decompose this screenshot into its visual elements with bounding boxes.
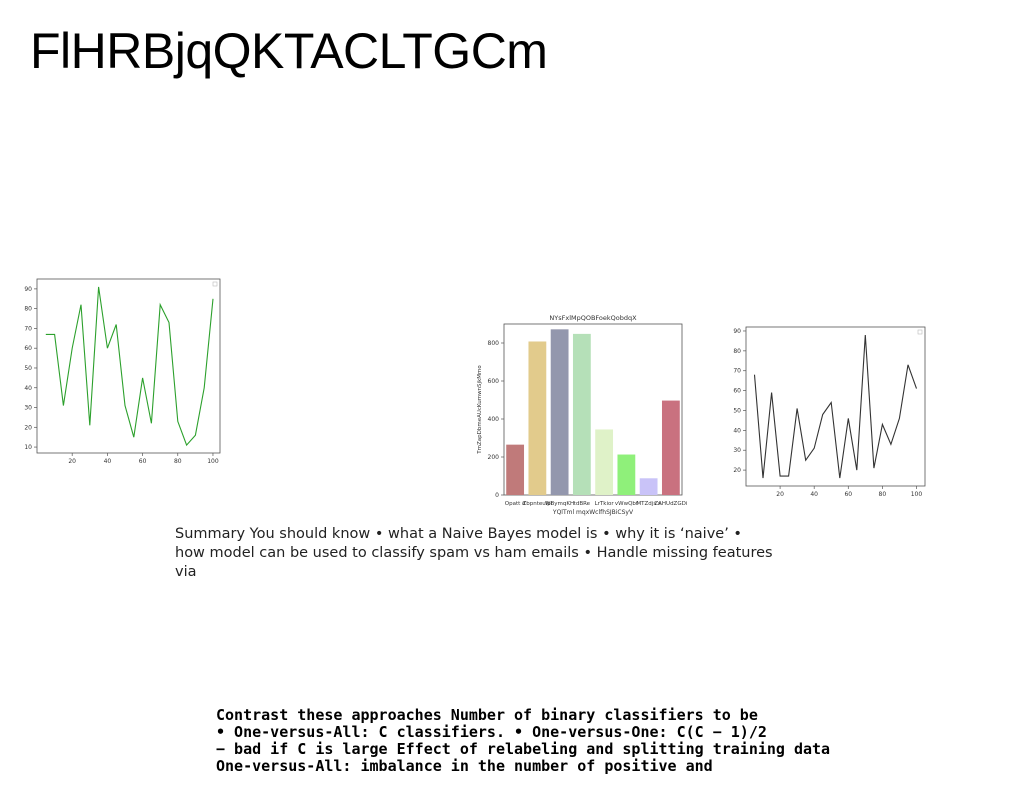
legend-box: [917, 329, 923, 335]
plot-frame: [745, 326, 926, 487]
x-tick-label: 40: [104, 458, 112, 465]
x-tick-label: vWwQbf: [615, 501, 639, 507]
x-tick-label: Opatt d: [505, 501, 526, 507]
x-tick-label: 80: [879, 491, 887, 498]
y-tick-label: 30: [24, 405, 32, 412]
y-tick-label: 90: [733, 328, 741, 335]
contrast-line: Contrast these approaches Number of bina…: [216, 706, 758, 724]
bar: [661, 400, 680, 495]
y-tick-label: 200: [488, 454, 500, 461]
y-axis-label: TmZapDbmeAUcKumwnSjkMmo: [477, 365, 483, 455]
bar: [506, 444, 525, 495]
legend-box: [212, 281, 218, 287]
y-tick-label: 40: [733, 427, 741, 434]
x-axis-label: YQlTml mqxWclfhSJBiCSyV: [552, 509, 634, 516]
bar: [617, 454, 636, 495]
y-tick-label: 40: [24, 385, 32, 392]
y-tick-label: 30: [733, 447, 741, 454]
series-line: [753, 334, 918, 479]
bar: [572, 333, 591, 495]
contrast-line: • One-versus-All: C classifiers. • One-v…: [216, 723, 767, 741]
x-tick-label: LrTkior: [595, 501, 615, 507]
y-tick-label: 10: [24, 444, 32, 451]
summary-paragraph: Summary You should know • what a Naive B…: [175, 526, 773, 580]
y-tick-label: 0: [495, 492, 499, 499]
y-tick-label: 60: [733, 388, 741, 395]
contrast-paragraph: Contrast these approaches Number of bina…: [216, 706, 831, 775]
bar: [550, 329, 569, 495]
plot-frame: [503, 323, 683, 496]
x-tick-label: 60: [139, 458, 147, 465]
y-tick-label: 60: [24, 345, 32, 352]
x-tick-label: 20: [776, 491, 784, 498]
chart-title: NYsFxlMpQOBFoekQobdqX: [549, 314, 637, 322]
x-tick-label: 20: [68, 458, 76, 465]
plot-frame: [36, 278, 221, 454]
x-tick-label: ZAHUdZGDi: [654, 501, 687, 507]
x-tick-label: 40: [810, 491, 818, 498]
x-tick-label: Zbpnteulpi: [522, 501, 552, 507]
bar: [595, 429, 614, 495]
y-tick-label: 90: [24, 286, 32, 293]
bar: [639, 478, 658, 495]
bar-chart: NYsFxlMpQOBFoekQobdqX 0 200 400 600 800 Opatt …: [477, 314, 688, 516]
y-tick-label: 20: [733, 467, 741, 474]
y-tick-label: 70: [24, 325, 32, 332]
y-tick-label: 50: [733, 407, 741, 414]
y-tick-label: 50: [24, 365, 32, 372]
x-tick-label: tdBRe: [574, 501, 591, 507]
y-tick-label: 400: [488, 416, 500, 423]
slide-title: FlHRBjqQKTACLTGCm: [30, 23, 548, 79]
x-tick-label: MTZdjs s: [636, 501, 661, 507]
line-chart-dark: 20 40 60 80 100 20 30 40 50 60 70 80 90: [733, 326, 926, 498]
y-tick-label: 80: [24, 306, 32, 313]
x-tick-label: 60: [844, 491, 852, 498]
contrast-line: One-versus-All: imbalance in the number …: [216, 757, 713, 775]
y-tick-label: 80: [733, 348, 741, 355]
y-tick-label: 70: [733, 368, 741, 375]
y-tick-label: 20: [24, 424, 32, 431]
line-chart-green: 20 40 60 80 100 10 20 30 40 50 60 70 80 90: [24, 278, 221, 465]
y-tick-label: 800: [488, 340, 500, 347]
bar: [528, 341, 547, 495]
x-tick-label: 100: [207, 458, 219, 465]
x-tick-label: WBymqKH: [545, 501, 574, 507]
x-tick-label: 100: [911, 491, 923, 498]
series-line: [45, 286, 214, 447]
contrast-line: − bad if C is large Effect of relabeling…: [216, 740, 831, 758]
y-tick-label: 600: [488, 378, 500, 385]
x-tick-label: 80: [174, 458, 182, 465]
